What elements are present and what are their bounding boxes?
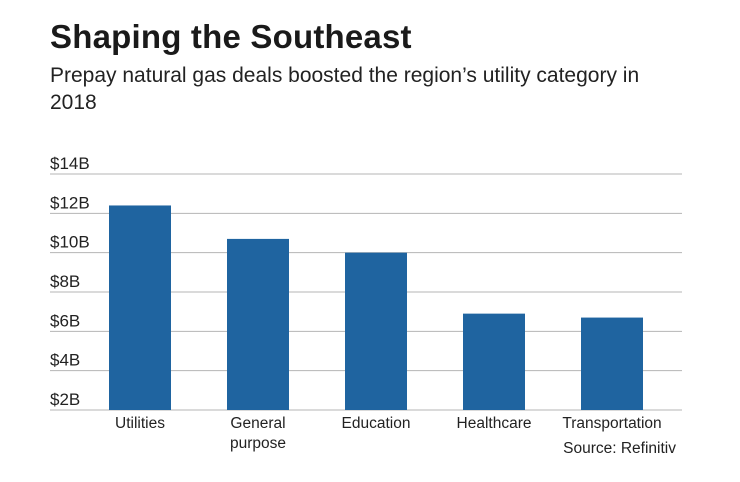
y-tick-label: $8B [50, 272, 80, 291]
y-tick-label: $10B [50, 233, 90, 252]
bars [109, 205, 643, 410]
x-category-label: Healthcare [457, 415, 532, 432]
y-tick-label: $4B [50, 351, 80, 370]
bar [345, 252, 407, 410]
bar [463, 313, 525, 410]
y-tick-label: $14B [50, 154, 90, 173]
x-category-label: General purpose [230, 415, 286, 452]
y-axis-tick-labels: $2B $4B $6B $8B $10B $12B $14B [50, 154, 90, 409]
x-axis-category-labels: Utilities General purpose Education Healthca… [115, 415, 662, 452]
x-category-label: Transportation [562, 415, 661, 432]
bar [109, 205, 171, 410]
bar [227, 238, 289, 410]
source-note: Source: Refinitiv [563, 440, 676, 457]
y-tick-label: $2B [50, 390, 80, 409]
bar [581, 317, 643, 410]
chart-subtitle: Prepay natural gas deals boosted the reg… [50, 64, 640, 114]
y-tick-label: $6B [50, 311, 80, 330]
x-category-label: Utilities [115, 415, 165, 432]
y-tick-label: $12B [50, 193, 90, 212]
chart-title: Shaping the Southeast [50, 18, 412, 55]
x-category-label: Education [342, 415, 411, 432]
